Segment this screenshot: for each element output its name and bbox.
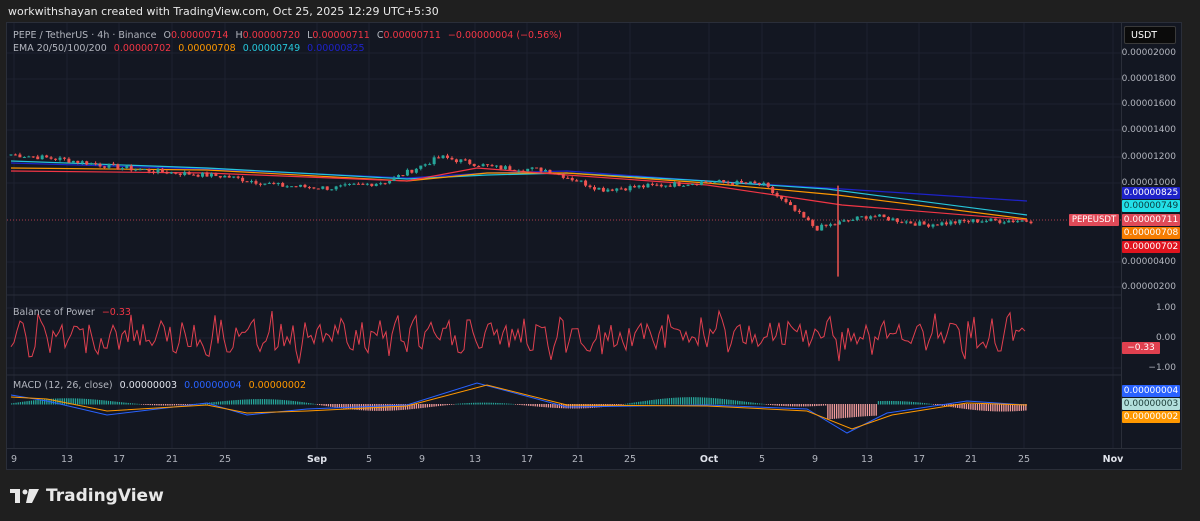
price-tick: 0.00001000: [1121, 178, 1176, 188]
time-tick: 9: [418, 454, 426, 465]
close-value: 0.00000711: [383, 30, 441, 41]
macd-line-badge: 0.00000004: [1122, 385, 1180, 397]
time-tick: 17: [912, 454, 926, 465]
ema50-value: 0.00000708: [178, 43, 236, 54]
price-tick: 0.00000400: [1121, 257, 1176, 267]
time-tick: 5: [365, 454, 373, 465]
tv-logo-icon: [10, 489, 39, 503]
time-tick: 25: [218, 454, 232, 465]
ema20-badge: 0.00000702: [1122, 241, 1180, 253]
time-tick: Nov: [1102, 454, 1124, 465]
macd-hist-value: 0.00000003: [119, 380, 178, 391]
bop-value: −0.33: [101, 307, 131, 318]
chart-credit: workwithshayan created with TradingView.…: [8, 5, 439, 18]
time-tick: 21: [964, 454, 978, 465]
macd-signal-value: 0.00000002: [248, 380, 306, 391]
plot-area[interactable]: PEPE / TetherUS · 4h · Binance O0.000007…: [7, 23, 1121, 448]
ema100-badge: 0.00000749: [1122, 200, 1180, 212]
time-tick: 17: [520, 454, 534, 465]
symbol-title[interactable]: PEPE / TetherUS · 4h · Binance: [13, 30, 157, 41]
macd-line-value: 0.00000004: [184, 380, 242, 391]
macd-legend: MACD (12, 26, close) 0.00000003 0.000000…: [13, 380, 310, 391]
time-tick: Oct: [699, 454, 719, 465]
time-tick: 9: [811, 454, 819, 465]
time-tick: 21: [571, 454, 585, 465]
time-tick: 21: [165, 454, 179, 465]
last-price-badge: 0.00000711: [1122, 214, 1180, 226]
ema-legend: EMA 20/50/100/200 0.00000702 0.00000708 …: [13, 43, 369, 54]
ema20-value: 0.00000702: [113, 43, 172, 54]
price-tick: 0.00001400: [1121, 125, 1176, 135]
currency-selector[interactable]: USDT: [1124, 26, 1176, 44]
high-value: 0.00000720: [242, 30, 301, 41]
ema50-badge: 0.00000708: [1122, 227, 1180, 239]
time-tick: 13: [860, 454, 874, 465]
macd-label[interactable]: MACD (12, 26, close): [13, 380, 113, 391]
bop-label[interactable]: Balance of Power: [13, 307, 95, 318]
main-legend: PEPE / TetherUS · 4h · Binance O0.000007…: [13, 30, 562, 41]
bop-legend: Balance of Power −0.33: [13, 307, 135, 318]
price-tick: 0.00001200: [1121, 152, 1176, 162]
time-tick: Sep: [306, 454, 328, 465]
price-tick: 0.00001600: [1121, 99, 1176, 109]
tradingview-logo[interactable]: TradingView: [10, 486, 164, 506]
bop-badge: −0.33: [1122, 342, 1160, 354]
low-value: 0.00000711: [312, 30, 370, 41]
time-tick: 25: [623, 454, 637, 465]
time-tick: 5: [758, 454, 766, 465]
macd-hist-badge: 0.00000003: [1122, 398, 1180, 410]
macd-signal-badge: 0.00000002: [1122, 411, 1180, 423]
price-axis[interactable]: 0.00002000 0.00001800 0.00001600 0.00001…: [1121, 23, 1182, 448]
bop-tick: 0.00: [1155, 333, 1176, 343]
ema-label[interactable]: EMA 20/50/100/200: [13, 43, 107, 54]
price-tick: 0.00002000: [1121, 48, 1176, 58]
ema200-value: 0.00000825: [307, 43, 365, 54]
ema200-badge: 0.00000825: [1122, 187, 1180, 199]
bop-tick: −1.00: [1148, 363, 1176, 373]
brand-name: TradingView: [46, 486, 164, 506]
chart-frame: PEPE / TetherUS · 4h · Binance O0.000007…: [6, 22, 1182, 470]
bop-tick: 1.00: [1155, 303, 1176, 313]
symbol-price-badge: PEPEUSDT: [1069, 214, 1119, 226]
change-value: −0.00000004 (−0.56%): [447, 30, 562, 41]
ema100-value: 0.00000749: [242, 43, 301, 54]
time-tick: 13: [60, 454, 74, 465]
time-axis[interactable]: 9 13 17 21 25 Sep 5 9 13 17 21 25 Oct 5 9 13 17 21 25 Nov: [7, 448, 1181, 471]
price-tick: 0.00000200: [1121, 282, 1176, 292]
time-tick: 25: [1017, 454, 1031, 465]
chart-canvas[interactable]: [7, 23, 1121, 448]
time-tick: 17: [112, 454, 126, 465]
open-value: 0.00000714: [171, 30, 229, 41]
price-tick: 0.00001800: [1121, 74, 1176, 84]
time-tick: 9: [10, 454, 18, 465]
time-tick: 13: [468, 454, 482, 465]
